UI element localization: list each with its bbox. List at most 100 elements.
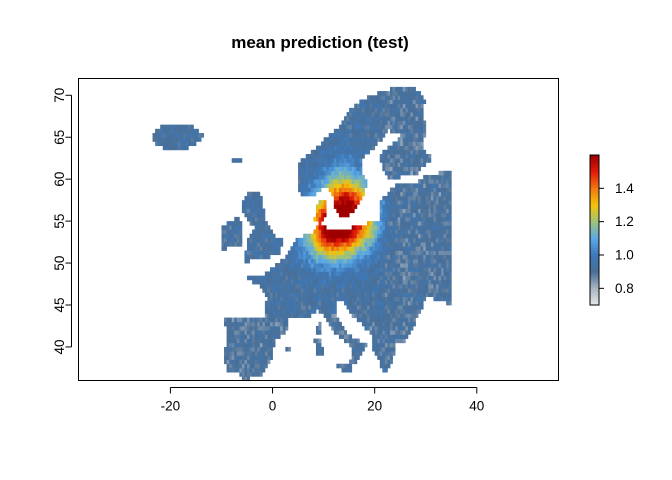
heatmap-cell: [303, 263, 307, 268]
heatmap-cell: [374, 305, 378, 310]
heatmap-cell: [338, 170, 342, 176]
heatmap-cell: [257, 225, 261, 230]
heatmap-cell: [331, 183, 335, 188]
heatmap-cell: [402, 124, 406, 130]
heatmap-cell: [326, 284, 330, 289]
heatmap-cell: [382, 284, 386, 289]
heatmap-cell: [331, 321, 335, 327]
heatmap-cell: [397, 229, 401, 235]
heatmap-cell: [379, 309, 383, 314]
heatmap-cell: [295, 250, 299, 256]
heatmap-cell: [359, 103, 363, 109]
heatmap-cell: [280, 296, 284, 302]
heatmap-cell: [315, 166, 319, 172]
heatmap-cell: [402, 120, 406, 126]
heatmap-cell: [226, 321, 230, 327]
heatmap-cell: [313, 246, 317, 251]
heatmap-cell: [395, 229, 399, 235]
heatmap-cell: [402, 107, 406, 113]
heatmap-cell: [407, 221, 411, 226]
heatmap-cell: [425, 208, 429, 214]
heatmap-cell: [303, 166, 307, 172]
heatmap-cell: [415, 162, 419, 167]
legend-swatch: [590, 275, 599, 278]
heatmap-cell: [295, 292, 299, 298]
heatmap-cell: [269, 321, 273, 327]
heatmap-cell: [318, 346, 322, 352]
heatmap-cell: [259, 346, 263, 352]
heatmap-cell: [382, 267, 386, 272]
heatmap-cell: [384, 229, 388, 235]
heatmap-cell: [351, 179, 355, 184]
heatmap-cell: [374, 141, 378, 147]
heatmap-cell: [448, 250, 452, 256]
heatmap-cell: [262, 254, 266, 260]
heatmap-cell: [315, 305, 319, 310]
heatmap-cell: [430, 229, 434, 235]
heatmap-cell: [244, 212, 248, 218]
heatmap-cell: [221, 246, 225, 251]
heatmap-cell: [400, 229, 404, 235]
heatmap-cell: [397, 86, 401, 92]
heatmap-cell: [333, 254, 337, 260]
heatmap-cell: [374, 351, 378, 356]
heatmap-cell: [315, 330, 319, 335]
heatmap-cell: [405, 145, 409, 151]
heatmap-cell: [298, 275, 302, 281]
heatmap-cell: [382, 367, 386, 373]
heatmap-cell: [356, 237, 360, 243]
heatmap-cell: [361, 321, 365, 327]
heatmap-cell: [239, 334, 243, 339]
heatmap-cell: [298, 284, 302, 289]
heatmap-cell: [354, 254, 358, 260]
heatmap-cell: [315, 229, 319, 235]
heatmap-cell: [183, 141, 187, 147]
heatmap-cell: [333, 292, 337, 298]
heatmap-cell: [407, 124, 411, 130]
heatmap-cell: [423, 200, 427, 205]
heatmap-cell: [356, 242, 360, 247]
heatmap-cell: [234, 237, 238, 243]
heatmap-cell: [382, 300, 386, 306]
heatmap-cell: [244, 208, 248, 214]
heatmap-cell: [435, 208, 439, 214]
heatmap-cell: [387, 309, 391, 314]
legend-swatch: [590, 197, 599, 201]
heatmap-cell: [428, 246, 432, 251]
heatmap-cell: [361, 112, 365, 117]
heatmap-cell: [361, 179, 365, 184]
heatmap-cell: [185, 133, 189, 138]
heatmap-cell: [262, 246, 266, 251]
heatmap-cell: [443, 296, 447, 302]
heatmap-cell: [333, 300, 337, 306]
heatmap-cell: [321, 233, 324, 239]
heatmap-cell: [405, 204, 409, 209]
heatmap-cell: [425, 200, 429, 205]
heatmap-cell: [310, 309, 314, 314]
heatmap-cell: [438, 258, 442, 264]
heatmap-cell: [397, 141, 401, 147]
heatmap-cell: [400, 250, 404, 256]
heatmap-cell: [226, 237, 230, 243]
heatmap-cell: [259, 195, 263, 201]
heatmap-cell: [326, 183, 330, 188]
heatmap-cell: [349, 120, 353, 126]
heatmap-cell: [359, 284, 363, 289]
heatmap-cell: [441, 195, 444, 201]
heatmap-cell: [305, 246, 309, 251]
heatmap-cell: [165, 145, 169, 151]
heatmap-cell: [428, 200, 432, 205]
heatmap-cell: [433, 212, 437, 218]
heatmap-cell: [323, 250, 327, 256]
heatmap-cell: [397, 288, 401, 293]
heatmap-cell: [372, 141, 376, 147]
legend-swatch: [590, 222, 599, 226]
heatmap-cell: [415, 149, 419, 155]
heatmap-cell: [448, 296, 452, 302]
heatmap-cell: [264, 317, 268, 323]
heatmap-cell: [338, 321, 342, 327]
heatmap-cell: [430, 200, 434, 205]
heatmap-cell: [420, 112, 424, 117]
heatmap-cell: [418, 292, 422, 298]
heatmap-cell: [372, 309, 376, 314]
